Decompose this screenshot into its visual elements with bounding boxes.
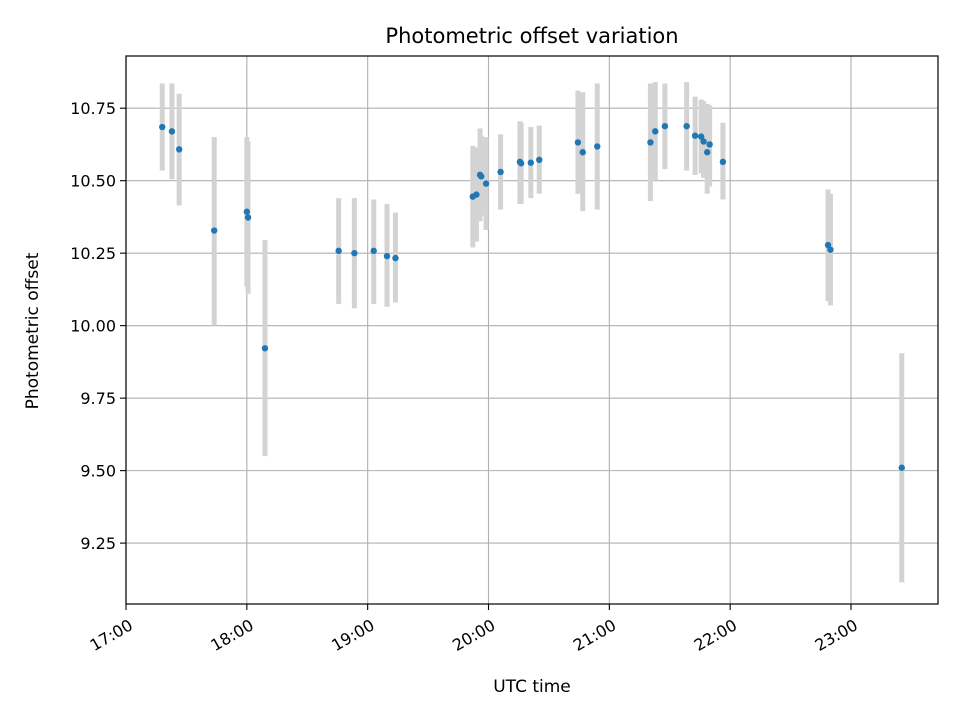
data-point <box>351 249 358 257</box>
data-point <box>527 159 534 166</box>
data-point <box>661 122 669 130</box>
data-point <box>706 141 713 148</box>
data-point <box>683 122 690 130</box>
y-axis-ticks: 9.25 9.50 9.75 10.00 10.25 10.50 10.75 <box>70 99 126 553</box>
data-point <box>647 139 654 146</box>
data-point <box>478 173 485 180</box>
data-point <box>719 158 727 166</box>
data-point <box>594 143 601 150</box>
plot-frame <box>125 55 939 605</box>
data-points <box>159 122 905 471</box>
y-tick-label: 9.50 <box>80 462 116 481</box>
data-point <box>473 191 480 198</box>
data-point <box>159 123 166 131</box>
data-point <box>827 246 834 253</box>
chart-title: Photometric offset variation <box>385 24 678 48</box>
data-point <box>652 128 659 135</box>
data-point <box>697 133 705 140</box>
data-point <box>898 464 905 471</box>
data-point <box>261 345 269 352</box>
data-point <box>392 254 399 262</box>
grid-lines <box>125 56 938 604</box>
data-point <box>517 160 525 167</box>
y-tick-label: 9.25 <box>80 534 116 553</box>
y-tick-label: 9.75 <box>80 389 116 408</box>
data-point <box>175 146 183 153</box>
data-point <box>579 149 586 156</box>
data-point <box>704 149 711 156</box>
data-point <box>370 247 377 255</box>
data-point <box>168 128 176 135</box>
y-tick-label: 10.25 <box>70 244 116 263</box>
data-point <box>700 138 707 145</box>
data-point <box>574 139 582 146</box>
data-point <box>211 227 218 234</box>
data-point <box>243 208 251 215</box>
y-tick-label: 10.75 <box>70 99 116 118</box>
data-point <box>383 252 391 260</box>
data-point <box>536 156 543 164</box>
y-tick-label: 10.50 <box>70 172 116 191</box>
data-point <box>244 214 252 221</box>
y-axis-label: Photometric offset <box>23 252 43 409</box>
data-point <box>482 180 490 187</box>
y-tick-label: 10.00 <box>70 317 116 336</box>
data-point <box>691 132 699 139</box>
data-point <box>335 247 342 255</box>
data-point <box>497 168 504 176</box>
x-axis-label: UTC time <box>493 677 571 697</box>
